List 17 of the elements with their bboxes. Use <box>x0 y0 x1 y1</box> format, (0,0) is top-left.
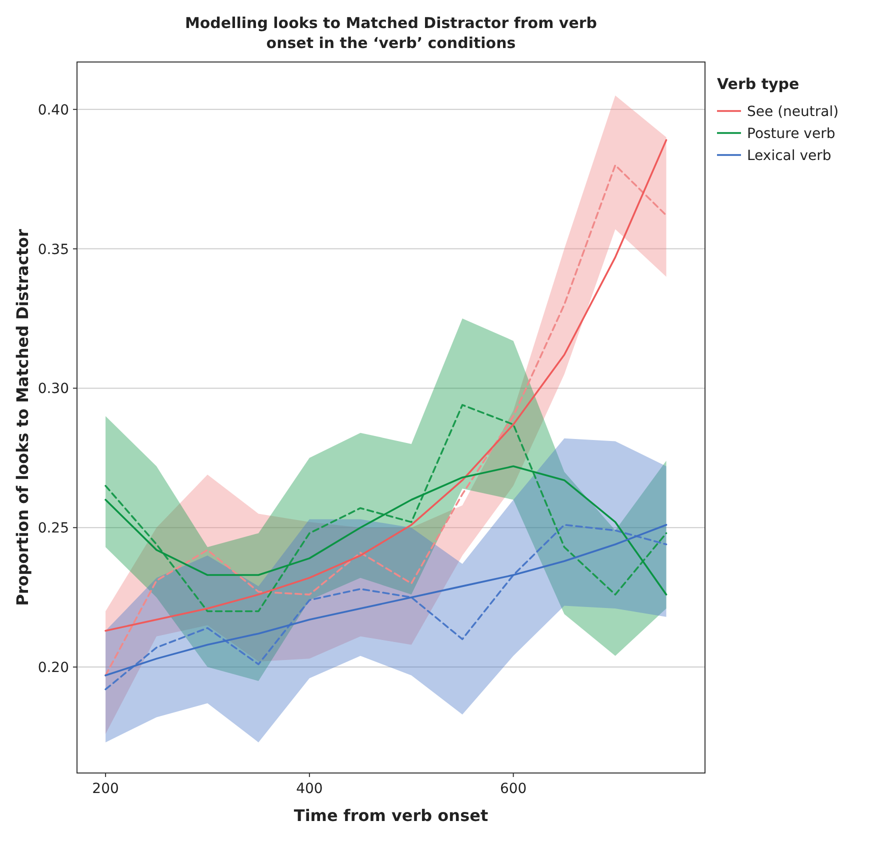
legend-label: Lexical verb <box>747 148 832 164</box>
chart-title: Modelling looks to Matched Distractor from verb onset in the ‘verb’ conditions <box>184 14 598 52</box>
x-axis-title: Time from verb onset <box>294 806 488 825</box>
legend-title: Verb type <box>717 75 800 93</box>
y-tick-label: 0.20 <box>38 660 69 676</box>
line-series <box>104 404 668 612</box>
x-tick-label: 200 <box>92 781 119 797</box>
y-tick-label: 0.35 <box>38 242 69 258</box>
legend-label: See (neutral) <box>747 104 839 120</box>
legend-label: Posture verb <box>747 126 836 142</box>
line-series <box>104 465 668 596</box>
x-tick-label: 600 <box>500 781 527 797</box>
y-tick-label: 0.40 <box>38 102 69 118</box>
y-tick-label: 0.30 <box>38 381 69 398</box>
y-axis-title: Proportion of looks to Matched Distractor <box>13 229 32 606</box>
x-tick-label: 400 <box>296 781 323 797</box>
y-tick-label: 0.25 <box>38 520 69 537</box>
